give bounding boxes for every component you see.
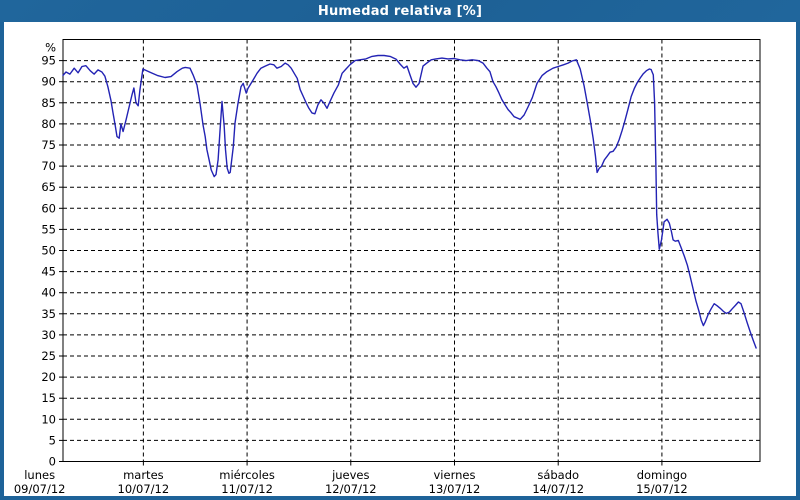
- y-tick-label: 0: [49, 455, 56, 469]
- y-tick-label: 75: [41, 138, 56, 152]
- y-tick-label: 35: [41, 307, 56, 321]
- y-tick-label: 15: [41, 391, 56, 405]
- y-grid-and-labels: 0 5 10 15 20 25 30 35 40 45 50 55 60 65 70 75 80 85 90 95%: [41, 41, 760, 469]
- x-date-label: 10/07/12: [118, 482, 170, 496]
- y-tick-label: 40: [41, 286, 56, 300]
- y-tick-label: 90: [41, 75, 56, 89]
- y-tick-label: 85: [41, 96, 56, 110]
- y-tick-label: 5: [49, 433, 56, 447]
- window-title: Humedad relativa [%]: [317, 3, 483, 19]
- y-tick-label: 20: [41, 370, 56, 384]
- plot-box: [62, 39, 761, 462]
- y-tick-label: 95: [41, 54, 56, 68]
- x-date-label: 15/07/12: [636, 482, 688, 496]
- x-day-label: miércoles: [219, 468, 275, 482]
- x-date-label: 09/07/12: [14, 482, 66, 496]
- y-tick-label: 55: [41, 222, 56, 236]
- y-tick-label: 45: [41, 265, 56, 279]
- y-tick-label: 70: [41, 159, 56, 173]
- x-date-label: 14/07/12: [532, 482, 584, 496]
- humidity-series-line: [62, 54, 757, 349]
- x-day-label: domingo: [637, 468, 687, 482]
- x-date-label: 11/07/12: [221, 482, 273, 496]
- y-tick-label: 60: [41, 201, 56, 215]
- x-date-label: 13/07/12: [429, 482, 481, 496]
- y-tick-label: 25: [41, 349, 56, 363]
- x-day-label: lunes: [24, 468, 55, 482]
- y-tick-label: 65: [41, 180, 56, 194]
- x-day-label: viernes: [434, 468, 476, 482]
- y-tick-label: 30: [41, 328, 56, 342]
- x-day-label: jueves: [331, 468, 369, 482]
- y-axis-unit-label: %: [45, 41, 56, 55]
- title-bar: Humedad relativa [%]: [0, 0, 800, 22]
- x-day-label: martes: [123, 468, 164, 482]
- y-tick-label: 50: [41, 244, 56, 258]
- y-tick-label: 80: [41, 117, 56, 131]
- y-tick-label: 10: [41, 412, 56, 426]
- x-date-label: 12/07/12: [325, 482, 377, 496]
- x-day-label: sábado: [537, 468, 579, 482]
